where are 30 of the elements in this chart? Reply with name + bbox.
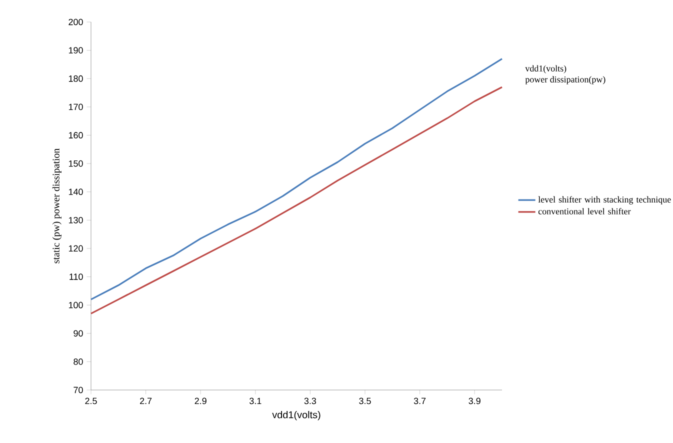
y-tick-label: 160 xyxy=(68,132,83,138)
y-tick-label: 70 xyxy=(74,386,83,394)
x-tick-label: 3.1 xyxy=(250,398,262,404)
y-tick-label: 170 xyxy=(68,104,83,110)
x-tick-label: 2.7 xyxy=(140,398,152,404)
y-tick-label: 90 xyxy=(74,330,83,337)
y-tick-label: 110 xyxy=(70,274,83,280)
x-tick-label: 2.9 xyxy=(194,398,206,404)
x-tick-label: 3.3 xyxy=(304,398,316,404)
y-tick-label: 140 xyxy=(68,188,83,196)
legend-label: level shifter with stacking technique xyxy=(538,196,671,204)
y-tick-label: 190 xyxy=(68,47,83,54)
x-tick-label: 2.5 xyxy=(85,398,97,404)
line-series xyxy=(90,58,503,300)
y-tick-label: 80 xyxy=(74,358,83,365)
y-tick-label: 130 xyxy=(68,216,83,224)
line-series xyxy=(90,86,503,314)
y-tick-label: 120 xyxy=(68,245,83,252)
y-tick-label: 100 xyxy=(68,302,83,308)
text: vdd1(volts) xyxy=(525,65,566,74)
y-axis-title: static (pw) power dissipation xyxy=(52,148,62,264)
y-tick-label: 180 xyxy=(68,75,83,82)
text: power dissipation(pw) xyxy=(525,76,606,84)
x-axis-title: vdd1(volts) xyxy=(272,410,320,420)
x-tick-label: 3.9 xyxy=(468,398,480,404)
y-tick-label: 150 xyxy=(68,160,83,167)
y-tick-label: 200 xyxy=(68,18,83,26)
legend-label: conventional level shifter xyxy=(538,208,631,214)
x-tick-label: 3.5 xyxy=(359,398,371,404)
x-tick-label: 3.7 xyxy=(414,398,426,404)
